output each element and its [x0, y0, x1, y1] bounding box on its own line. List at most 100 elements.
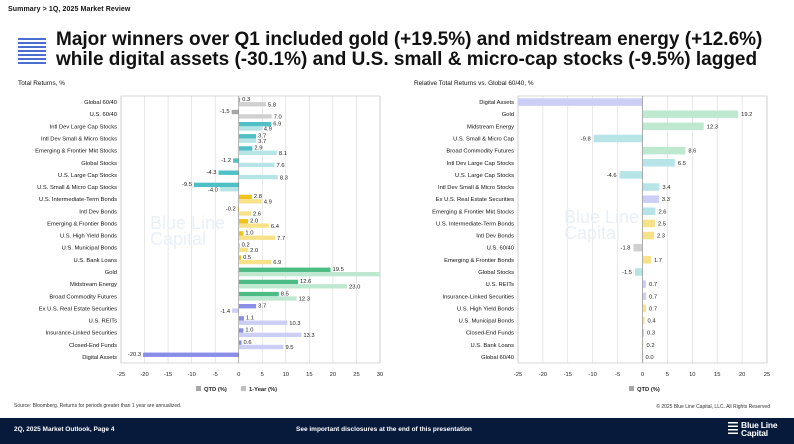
x-tick-label: 10: [689, 372, 695, 378]
category-label: Global Stocks: [478, 270, 514, 276]
qtd-bar: [238, 231, 244, 236]
year-bar: [238, 271, 380, 277]
category-label: Gold: [105, 270, 117, 276]
category-label: Closed-End Funds: [69, 343, 117, 349]
qtd-value-label: 19.5: [333, 267, 344, 273]
relative-bar: [642, 341, 644, 349]
relative-value-label: 6.5: [678, 161, 686, 167]
qtd-bar: [218, 170, 239, 175]
watermark-text: Capital: [564, 223, 620, 243]
x-tick-label: 5: [666, 372, 669, 378]
category-label: Intl Dev Large Cap Stocks: [447, 161, 514, 167]
qtd-value-label: 3.7: [258, 133, 266, 139]
relative-returns-chart: -25 -20 -15 -10 -5 0 5 10 15 20 25 Blue LineCapital…: [432, 95, 770, 393]
category-label: Emerging & Frontier Mkt Stocks: [432, 209, 514, 215]
x-tick-label: 10: [283, 372, 289, 378]
qtd-bar: [231, 109, 239, 115]
year-value-label: 8.3: [280, 175, 288, 181]
year-value-label: 12.3: [299, 297, 310, 303]
relative-bar: [642, 231, 654, 240]
relative-value-label: 2.3: [657, 234, 665, 240]
x-tick-label: -10: [187, 372, 195, 378]
relative-bar: [633, 243, 643, 252]
qtd-value-label: 2.0: [250, 218, 258, 224]
breadcrumb: Summary > 1Q, 2025 Market Review: [8, 6, 131, 13]
year-bar: [238, 259, 272, 265]
category-label: Midstream Energy: [467, 124, 514, 130]
qtd-value-label: 2.8: [254, 194, 262, 200]
logo-text-line1: Blue Line: [741, 420, 778, 430]
year-bar: [232, 308, 239, 313]
relative-bar: [642, 122, 704, 131]
qtd-bar: [238, 267, 331, 272]
qtd-bar: [238, 146, 253, 151]
qtd-value-label: -0.2: [226, 206, 236, 212]
qtd-bar: [233, 158, 239, 163]
category-label: Closed-End Funds: [466, 331, 514, 337]
legend-swatch-year: [241, 386, 246, 391]
year-bar: [238, 126, 262, 131]
category-label: U.S. Intermediate-Term Bonds: [436, 221, 514, 227]
x-tick-label: -5: [615, 372, 620, 378]
qtd-value-label: -1.5: [220, 109, 230, 115]
qtd-value-label: -9.5: [182, 182, 192, 188]
qtd-bar: [238, 219, 249, 224]
plot-frame: [120, 95, 381, 364]
year-value-label: 13.3: [303, 333, 314, 339]
x-tick-label: 0: [237, 372, 240, 378]
year-value-label: 8.1: [279, 151, 287, 157]
relative-bar: [642, 256, 651, 264]
category-label: Intl Dev Bonds: [476, 234, 514, 240]
qtd-value-label: 1.0: [245, 328, 253, 334]
year-value-label: 2.0: [250, 248, 258, 254]
year-value-label: 7.0: [274, 115, 282, 121]
total-returns-chart: -25 -20 -15 -10 -5 0 5 10 15 20 25 30 Blue LineCapit…: [35, 95, 383, 393]
x-tick-label: 20: [330, 372, 336, 378]
x-tick-label: -20: [140, 372, 148, 378]
year-bar: [238, 174, 278, 180]
qtd-value-label: 1.0: [245, 231, 253, 237]
copyright-note: © 2025 Blue Line Capital, LLC. All Right…: [656, 404, 770, 410]
year-value-label: 5.8: [268, 102, 276, 108]
year-bar: [238, 138, 257, 143]
category-label: Emerging & Frontier Mkt Stocks: [35, 149, 117, 155]
x-tick-label: 25: [764, 372, 770, 378]
relative-value-label: 0.3: [647, 331, 655, 337]
relative-bar: [642, 146, 686, 155]
category-label: U.S. Municipal Bonds: [459, 319, 515, 325]
category-label: U.S. Small & Micro Cap: [453, 136, 514, 142]
category-label: U.S. Intermediate-Term Bonds: [39, 197, 117, 203]
relative-bar: [593, 134, 643, 143]
relative-bar: [642, 292, 646, 301]
year-bar: [238, 211, 251, 216]
footer-page-label: 2Q, 2025 Market Outlook, Page 4: [14, 426, 115, 433]
qtd-bar: [238, 194, 252, 200]
title-lines-icon: [18, 38, 46, 64]
qtd-value-label: 0.2: [242, 243, 250, 249]
category-label: U.S. REITs: [89, 319, 117, 325]
year-bar: [238, 162, 275, 168]
category-label: Broad Commodity Futures: [446, 149, 514, 155]
qtd-value-label: 8.5: [281, 291, 289, 297]
year-value-label: 4.9: [264, 200, 272, 206]
legend-swatch-qtd: [629, 386, 634, 391]
footer-disclosure: See important disclosures at the end of …: [296, 426, 472, 433]
category-label: Intl Dev Small & Micro Stocks: [41, 136, 117, 142]
category-label: Global 60/40: [481, 355, 514, 361]
year-bar: [238, 102, 267, 107]
x-tick-label: 15: [306, 372, 312, 378]
legend-label-qtd: QTD (%): [204, 387, 227, 393]
category-label: Broad Commodity Futures: [49, 294, 117, 300]
relative-bar: [635, 268, 643, 276]
qtd-value-label: 0.3: [242, 97, 250, 103]
watermark-text: Blue Line: [564, 207, 639, 227]
qtd-bar: [238, 316, 244, 321]
relative-value-label: 8.6: [688, 149, 696, 155]
year-bar: [238, 114, 272, 119]
legend-swatch-qtd: [196, 386, 201, 391]
year-value-label: 7.6: [277, 163, 285, 169]
left-chart-title: Total Returns, %: [18, 80, 65, 87]
relative-bar: [642, 207, 656, 216]
year-value-label: 9.5: [285, 345, 293, 351]
year-bar: [238, 284, 348, 289]
